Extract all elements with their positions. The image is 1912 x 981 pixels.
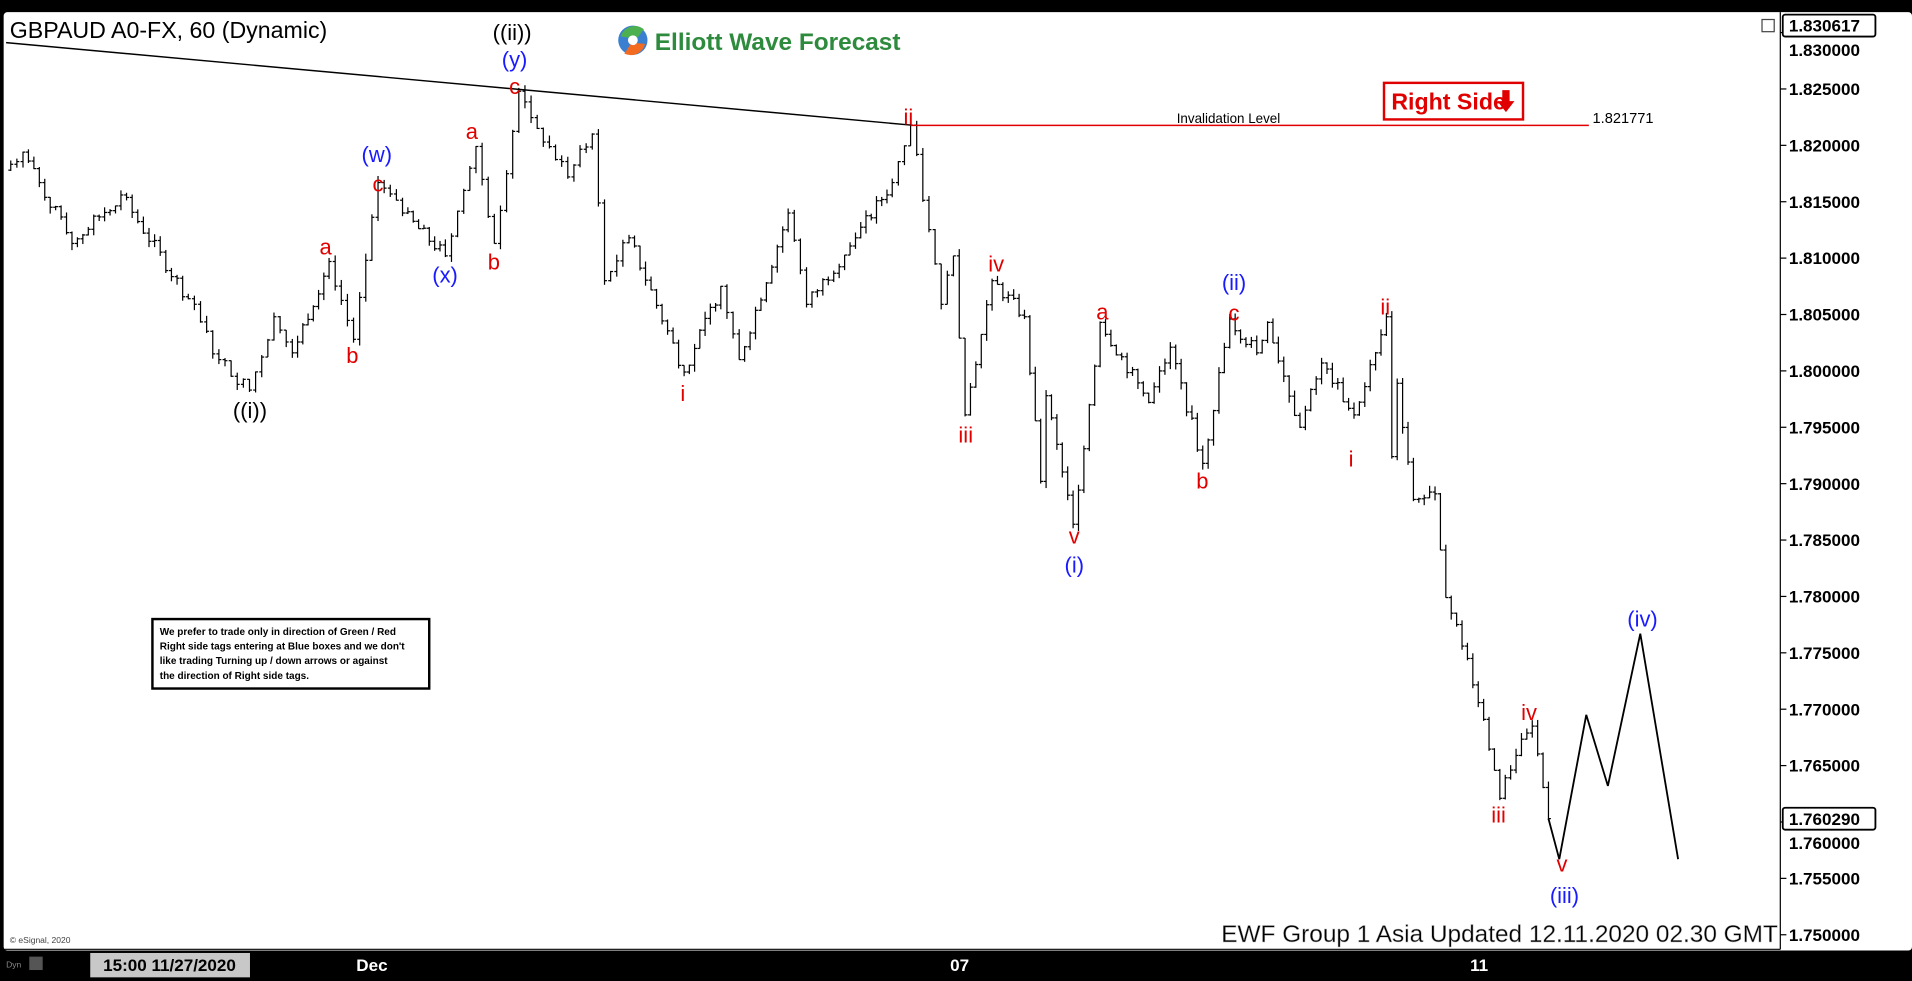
wave-label: v [1069,524,1080,549]
wave-label: b [346,343,358,368]
wave-label: (iii) [1550,883,1579,908]
wave-label: ii [904,104,914,129]
wave-label: (x) [432,263,458,288]
price-tick-label: 1.830000 [1789,41,1860,60]
top-price-box [1781,13,1877,38]
price-tick-label: 1.775000 [1789,644,1860,663]
wave-label: iii [1491,803,1506,828]
wave-label: a [319,235,332,260]
wave-label: v [1557,851,1568,876]
settings-icon[interactable] [29,956,43,971]
wave-label: iv [988,252,1004,277]
svg-text:We prefer to trade only in dir: We prefer to trade only in direction of … [160,627,396,638]
wave-label: b [1196,469,1208,494]
wave-label: a [466,119,479,144]
wave-label: a [1096,299,1109,324]
window-restore-icon[interactable] [1761,18,1775,33]
wave-label: ii [1380,294,1390,319]
price-tick-label: 1.765000 [1789,757,1860,776]
wave-label: (w) [362,142,392,167]
price-tick-label: 1.825000 [1789,80,1860,99]
price-tick-label: 1.795000 [1789,418,1860,437]
wave-label: c [1229,301,1240,326]
updated-stamp: EWF Group 1 Asia Updated 12.11.2020 02.3… [1221,921,1778,948]
time-tick: Dec [356,956,387,975]
wave-label: i [680,381,685,406]
price-tick-label: 1.820000 [1789,136,1860,155]
cursor-time-box [90,952,250,978]
wave-label: ((ii)) [493,20,532,45]
chart-background [3,12,1912,951]
price-tick-label: 1.805000 [1789,306,1860,325]
price-tick-label: 1.800000 [1789,362,1860,381]
price-tick-label: 1.810000 [1789,249,1860,268]
price-tick-label: 1.760000 [1789,834,1860,853]
time-tick: 07 [950,956,969,975]
disclaimer-box: We prefer to trade only in direction of … [151,617,431,690]
time-tick: 11 [1470,956,1488,975]
price-tick-label: 1.750000 [1789,926,1860,945]
wave-labels: ((i))((ii))(y)c(w)cab(x)abiiiiiiivv(i)ab… [233,20,1658,908]
last-price: 1.760290 [1789,810,1860,829]
wave-label: (iv) [1627,606,1657,631]
wave-label: b [488,249,500,274]
annotation-lines [6,41,1680,860]
svg-text:Right side tags entering at Bl: Right side tags entering at Blue boxes a… [160,642,406,653]
invalidation-value: 1.821771 [1593,111,1654,127]
trendline [6,41,911,126]
logo: Elliott Wave Forecast [618,25,901,56]
wave-label: c [373,171,384,196]
wave-label: iii [958,422,973,447]
time-axis [0,950,1912,981]
wave-label: (i) [1065,553,1085,578]
right-side-label: Right Side [1391,89,1506,115]
svg-text:the direction of Right side ta: the direction of Right side tags. [160,671,309,682]
copyright: © eSignal, 2020 [10,935,71,945]
wave-label: (y) [502,47,528,72]
right-side-tag: Right Side [1382,81,1525,121]
price-axis[interactable]: 1.830000 1.825000 1.820000 1.815000 1.810000… [1780,13,1877,945]
invalidation-label: Invalidation Level [1177,111,1281,126]
wave-label: iv [1521,700,1537,725]
wave-label: ((i)) [233,398,267,423]
dyn-indicator[interactable]: Dyn [6,960,21,970]
price-tick-label: 1.790000 [1789,475,1860,494]
price-tick-label: 1.755000 [1789,869,1860,888]
svg-text:like trading Turning up / down: like trading Turning up / down arrows or… [160,656,389,667]
price-tick-label: 1.785000 [1789,531,1860,550]
price-tick-label: 1.780000 [1789,588,1860,607]
wave-label: (ii) [1222,270,1246,295]
top-price: 1.830617 [1789,17,1860,36]
last-price-box [1781,806,1877,831]
logo-text: Elliott Wave Forecast [655,29,901,56]
price-tick-label: 1.770000 [1789,700,1860,719]
chart-title: GBPAUD A0-FX, 60 (Dynamic) [10,17,328,43]
projection-path [1547,633,1680,860]
price-bars [8,85,1551,821]
cursor-time: 15:00 11/27/2020 [103,956,236,975]
price-tick-label: 1.815000 [1789,193,1860,212]
wave-label: c [509,74,520,99]
arrow-down-icon [1497,90,1515,113]
wave-label: i [1349,447,1354,472]
